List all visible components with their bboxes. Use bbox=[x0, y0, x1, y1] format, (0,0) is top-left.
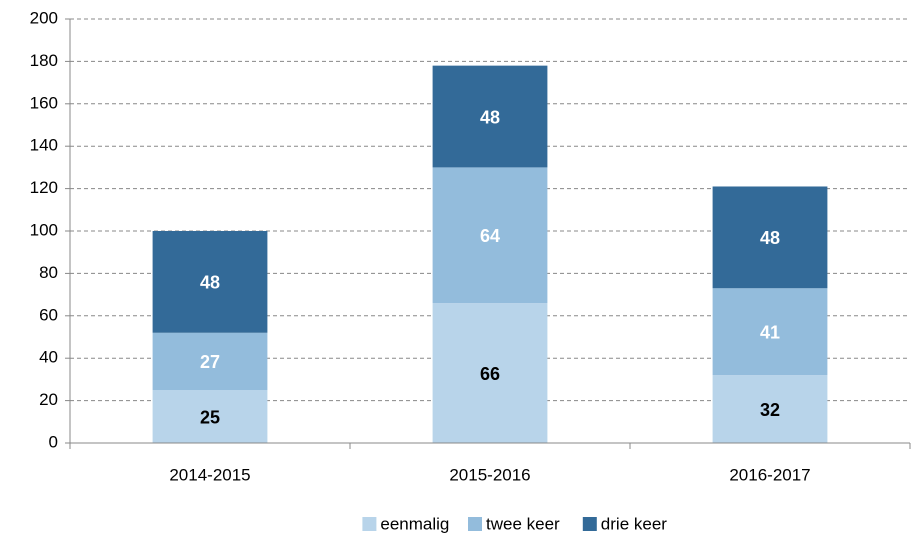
y-tick-label: 80 bbox=[39, 263, 58, 282]
y-tick-label: 160 bbox=[30, 93, 58, 112]
data-label: 25 bbox=[200, 407, 220, 427]
y-tick-label: 100 bbox=[30, 220, 58, 239]
legend-swatch bbox=[468, 517, 482, 531]
y-tick-label: 60 bbox=[39, 305, 58, 324]
y-tick-label: 140 bbox=[30, 136, 58, 155]
bar-segment bbox=[712, 375, 828, 443]
data-label: 48 bbox=[760, 228, 780, 248]
bar-segment bbox=[432, 303, 548, 443]
bar-segment bbox=[712, 186, 828, 289]
bar-segment bbox=[712, 288, 828, 376]
legend-label: twee keer bbox=[486, 514, 560, 533]
legend-label: eenmalig bbox=[380, 514, 449, 533]
bar-segment bbox=[152, 332, 268, 390]
y-tick-label: 40 bbox=[39, 348, 58, 367]
data-label: 41 bbox=[760, 322, 780, 342]
y-tick-label: 20 bbox=[39, 390, 58, 409]
data-label: 66 bbox=[480, 364, 500, 384]
data-label: 48 bbox=[480, 107, 500, 127]
legend-label: drie keer bbox=[601, 514, 667, 533]
bar-segment bbox=[152, 390, 268, 443]
data-label: 48 bbox=[200, 273, 220, 293]
y-tick-label: 120 bbox=[30, 178, 58, 197]
bar-segment bbox=[432, 65, 548, 168]
x-tick-label: 2014-2015 bbox=[169, 465, 250, 484]
bars bbox=[152, 65, 828, 443]
x-tick-label: 2015-2016 bbox=[449, 465, 530, 484]
legend-swatch bbox=[362, 517, 377, 531]
data-label: 27 bbox=[200, 352, 220, 372]
y-tick-label: 180 bbox=[30, 51, 58, 70]
bar-segment bbox=[432, 167, 548, 304]
data-label: 32 bbox=[760, 400, 780, 420]
y-tick-label: 0 bbox=[49, 432, 58, 451]
y-tick-label: 200 bbox=[30, 8, 58, 27]
bar-segment bbox=[152, 231, 268, 333]
data-label: 64 bbox=[480, 226, 500, 246]
legend-swatch bbox=[582, 517, 597, 531]
x-tick-label: 2016-2017 bbox=[729, 465, 810, 484]
